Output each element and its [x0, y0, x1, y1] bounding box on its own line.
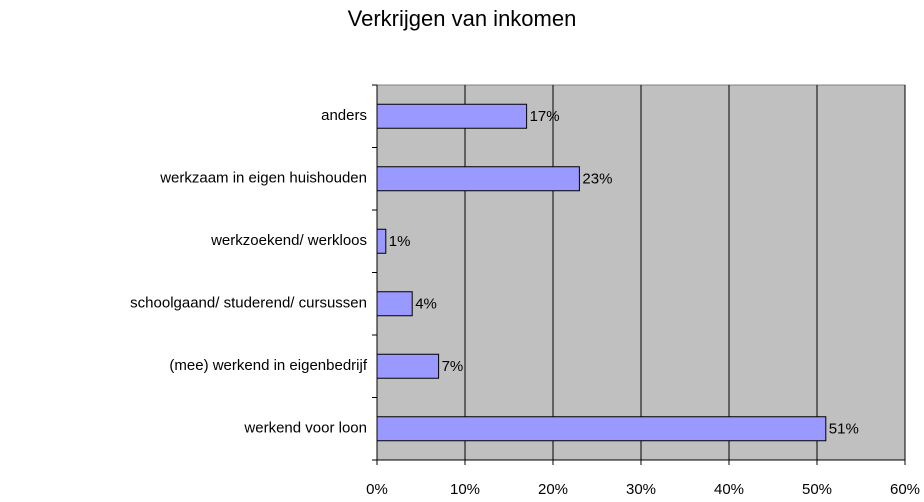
x-tick-label: 60% [890, 481, 920, 498]
value-label: 1% [389, 233, 411, 250]
bar [376, 353, 440, 379]
x-tick-label: 10% [450, 481, 480, 498]
value-label: 51% [829, 421, 859, 438]
value-label: 4% [415, 296, 437, 313]
bar [376, 228, 387, 254]
value-label: 17% [530, 108, 560, 125]
x-tick-label: 0% [366, 481, 388, 498]
y-tick-label: werkend voor loon [243, 420, 367, 437]
x-tick-label: 20% [538, 481, 568, 498]
bar [376, 166, 580, 192]
value-label: 23% [582, 171, 612, 188]
y-tick-label: schoolgaand/ studerend/ cursussen [130, 295, 367, 312]
x-tick-label: 30% [626, 481, 656, 498]
y-tick-label: werkzaam in eigen huishouden [159, 170, 367, 187]
bar [376, 291, 413, 317]
value-label: 7% [442, 358, 464, 375]
bar [376, 103, 528, 129]
bar [376, 416, 827, 442]
x-tick-label: 40% [714, 481, 744, 498]
y-tick-label: werkzoekend/ werkloos [210, 232, 367, 249]
y-tick-label: (mee) werkend in eigenbedrijf [169, 357, 367, 374]
y-tick-label: anders [321, 107, 367, 124]
chart-title: Verkrijgen van inkomen [348, 6, 577, 31]
x-tick-label: 50% [802, 481, 832, 498]
